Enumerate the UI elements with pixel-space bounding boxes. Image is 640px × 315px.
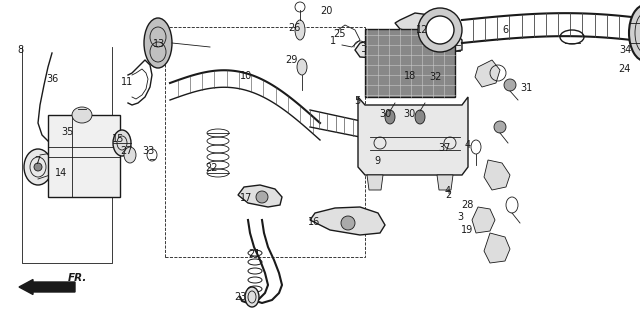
Text: 37: 37 [438,143,451,153]
Polygon shape [437,175,453,190]
Bar [48,115,120,197]
Text: 25: 25 [333,29,346,39]
Text: 4: 4 [464,140,470,150]
Text: 11: 11 [120,77,133,87]
Text: 21: 21 [248,249,261,259]
Text: 3: 3 [458,212,464,222]
Ellipse shape [341,216,355,230]
Polygon shape [484,233,510,263]
Text: 9: 9 [374,156,381,166]
Text: 2: 2 [445,190,451,200]
Text: 6: 6 [502,25,509,35]
Text: 13: 13 [152,39,165,49]
Text: 20: 20 [320,6,333,16]
Text: 19: 19 [461,225,474,235]
Polygon shape [310,207,385,235]
Polygon shape [238,185,282,207]
Text: 34: 34 [620,45,632,55]
Text: 14: 14 [54,168,67,178]
Ellipse shape [494,121,506,133]
Polygon shape [484,160,510,190]
Polygon shape [472,207,495,233]
Polygon shape [355,30,462,60]
Text: 5: 5 [354,96,360,106]
Text: 36: 36 [46,74,59,84]
Text: 30: 30 [403,109,416,119]
Text: 28: 28 [461,200,474,210]
Polygon shape [395,13,435,33]
Bar [165,27,365,257]
Ellipse shape [504,79,516,91]
Text: 23: 23 [234,292,246,302]
Text: 30: 30 [379,109,392,119]
Text: 33: 33 [142,146,155,156]
Text: 18: 18 [403,71,416,81]
Ellipse shape [415,110,425,124]
Text: 1: 1 [330,36,336,46]
Polygon shape [367,175,383,190]
Ellipse shape [144,18,172,68]
FancyArrow shape [19,279,75,295]
Text: 17: 17 [240,193,253,203]
Ellipse shape [297,59,307,75]
Ellipse shape [256,191,268,203]
Ellipse shape [295,20,305,40]
Text: 31: 31 [520,83,532,93]
Text: 15: 15 [112,134,125,144]
Ellipse shape [426,16,454,44]
Ellipse shape [245,287,259,307]
Text: 8: 8 [17,45,24,55]
Text: 29: 29 [285,55,298,66]
Text: 10: 10 [240,71,253,81]
Text: 22: 22 [205,163,218,173]
Ellipse shape [629,5,640,61]
Ellipse shape [124,147,136,163]
Text: 32: 32 [429,72,442,82]
Ellipse shape [24,149,52,185]
Polygon shape [475,60,500,87]
Text: 26: 26 [288,23,301,33]
Text: FR.: FR. [68,273,88,283]
Polygon shape [358,97,468,175]
Text: 16: 16 [307,217,320,227]
Bar [365,29,455,97]
Ellipse shape [385,110,395,124]
Ellipse shape [34,163,42,171]
Text: 35: 35 [61,127,74,137]
Text: 12: 12 [416,25,429,35]
Text: 4: 4 [445,186,451,196]
Text: 27: 27 [120,146,133,156]
Ellipse shape [113,130,131,156]
Ellipse shape [63,128,73,138]
Text: 24: 24 [618,64,630,74]
Text: 7: 7 [34,156,40,166]
Ellipse shape [72,107,92,123]
Ellipse shape [418,8,462,52]
